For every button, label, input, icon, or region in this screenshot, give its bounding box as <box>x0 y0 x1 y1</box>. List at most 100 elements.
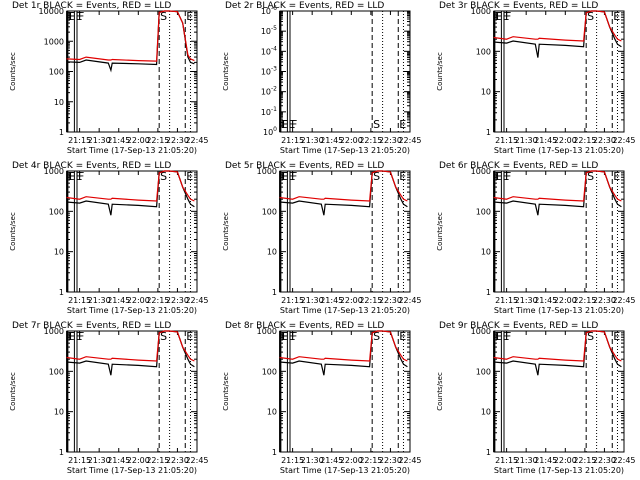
x-tick-label: 21:45 <box>107 136 130 145</box>
chart-title: Det 2r BLACK = Events, RED = LLD <box>225 1 384 11</box>
series-lld <box>279 170 408 202</box>
x-tick-label: 21:45 <box>320 456 343 465</box>
marker-label: F <box>78 170 84 183</box>
marker-label: E <box>399 330 406 343</box>
x-tick-label: 22:45 <box>398 456 421 465</box>
x-tick-label: 22:15 <box>146 456 169 465</box>
x-tick-label: 22:30 <box>379 456 402 465</box>
y-tick-label: 1000 <box>471 327 491 336</box>
x-tick-label: 22:30 <box>166 296 189 305</box>
chart-panel-4: Det 4r BLACK = Events, RED = LLD Start Ti… <box>9 161 209 315</box>
x-tick-label: 22:15 <box>359 136 382 145</box>
y-tick-label: 1 <box>486 288 491 297</box>
x-tick-label: 21:45 <box>534 296 557 305</box>
x-tick-label: 22:45 <box>398 296 421 305</box>
marker-label: E <box>613 10 620 23</box>
x-tick-label: 22:00 <box>340 136 363 145</box>
y-tick-label: 1000 <box>471 7 491 16</box>
y-tick-base: 10 <box>261 88 271 97</box>
marker-label: S <box>587 10 594 23</box>
x-tick-label: 21:30 <box>301 456 324 465</box>
x-tick-label: 21:30 <box>88 296 111 305</box>
marker-label: E <box>495 170 502 183</box>
chart-title: Det 6r BLACK = Events, RED = LLD <box>439 161 598 171</box>
x-axis-label: Start Time (17-Sep-13 21:05:20) <box>67 306 197 315</box>
y-tick-base: 10 <box>261 108 271 117</box>
marker-label: F <box>69 10 75 23</box>
x-tick-label: 21:15 <box>281 296 304 305</box>
series-lld <box>66 170 195 202</box>
y-tick-exponent: -3 <box>271 66 277 73</box>
x-tick-label: 22:00 <box>340 296 363 305</box>
marker-label: E <box>75 10 82 23</box>
y-tick-label: 1000 <box>257 167 277 176</box>
x-tick-label: 21:30 <box>88 136 111 145</box>
x-tick-label: 22:45 <box>398 136 421 145</box>
marker-label: F <box>69 330 75 343</box>
marker-label: E <box>399 170 406 183</box>
y-tick-label: 1000 <box>257 327 277 336</box>
series-lld <box>493 10 622 42</box>
x-axis-label: Start Time (17-Sep-13 21:05:20) <box>494 466 624 475</box>
marker-label: E <box>281 170 288 183</box>
marker-label: E <box>68 10 75 23</box>
plot-frame <box>279 330 411 453</box>
y-tick-label: 100 <box>49 68 64 77</box>
x-tick-label: 21:30 <box>515 136 538 145</box>
marker-label: S <box>160 170 167 183</box>
marker-label: E <box>495 330 502 343</box>
marker-label: E <box>502 170 509 183</box>
marker-label: E <box>502 10 509 23</box>
x-tick-label: 22:00 <box>554 136 577 145</box>
x-tick-label: 22:45 <box>185 456 208 465</box>
y-tick-label: 100 <box>49 207 64 216</box>
marker-label: E <box>288 118 295 131</box>
marker-label: E <box>281 330 288 343</box>
y-tick-label: 100 <box>263 126 277 137</box>
x-tick-label: 22:30 <box>166 136 189 145</box>
y-axis-label: Counts/sec <box>222 52 230 91</box>
x-axis-label: Start Time (17-Sep-13 21:05:20) <box>280 306 410 315</box>
marker-label: E <box>399 118 406 131</box>
y-tick-base: 10 <box>261 27 271 36</box>
marker-label: E <box>186 170 193 183</box>
y-tick-label: 10 <box>267 408 277 417</box>
x-axis-label: Start Time (17-Sep-13 21:05:20) <box>280 146 410 155</box>
x-tick-label: 21:30 <box>515 296 538 305</box>
series-events <box>66 10 195 73</box>
y-axis-label: Counts/sec <box>436 212 444 251</box>
y-axis-label: Counts/sec <box>436 372 444 411</box>
y-tick-label: 10 <box>267 248 277 257</box>
marker-label: F <box>282 330 288 343</box>
x-tick-label: 21:15 <box>495 136 518 145</box>
series-lld <box>66 10 195 62</box>
plot-frame <box>493 330 625 453</box>
x-tick-label: 22:15 <box>359 296 382 305</box>
marker-label: F <box>496 330 502 343</box>
y-tick-label: 1 <box>486 128 491 137</box>
marker-label: F <box>69 170 75 183</box>
x-tick-label: 21:15 <box>68 456 91 465</box>
x-tick-label: 21:15 <box>281 136 304 145</box>
x-axis-label: Start Time (17-Sep-13 21:05:20) <box>494 146 624 155</box>
marker-label: E <box>68 330 75 343</box>
y-tick-base: 10 <box>263 128 273 137</box>
marker-label: F <box>505 10 511 23</box>
x-tick-label: 22:30 <box>593 456 616 465</box>
marker-label: S <box>587 330 594 343</box>
series-events <box>279 330 408 376</box>
y-tick-label: 1 <box>59 128 64 137</box>
chart-panel-1: Det 1r BLACK = Events, RED = LLD Start Ti… <box>9 1 209 155</box>
marker-label: F <box>78 10 84 23</box>
plot-frame <box>279 10 411 133</box>
y-tick-label: 100 <box>476 207 491 216</box>
x-tick-label: 22:45 <box>185 296 208 305</box>
y-tick-label: 100 <box>262 367 277 376</box>
marker-label: F <box>496 170 502 183</box>
x-axis-label: Start Time (17-Sep-13 21:05:20) <box>67 466 197 475</box>
marker-label: S <box>160 10 167 23</box>
y-tick-label: 10000 <box>39 7 64 16</box>
y-tick-label: 1 <box>59 448 64 457</box>
y-tick-label: 10-4 <box>261 45 277 56</box>
